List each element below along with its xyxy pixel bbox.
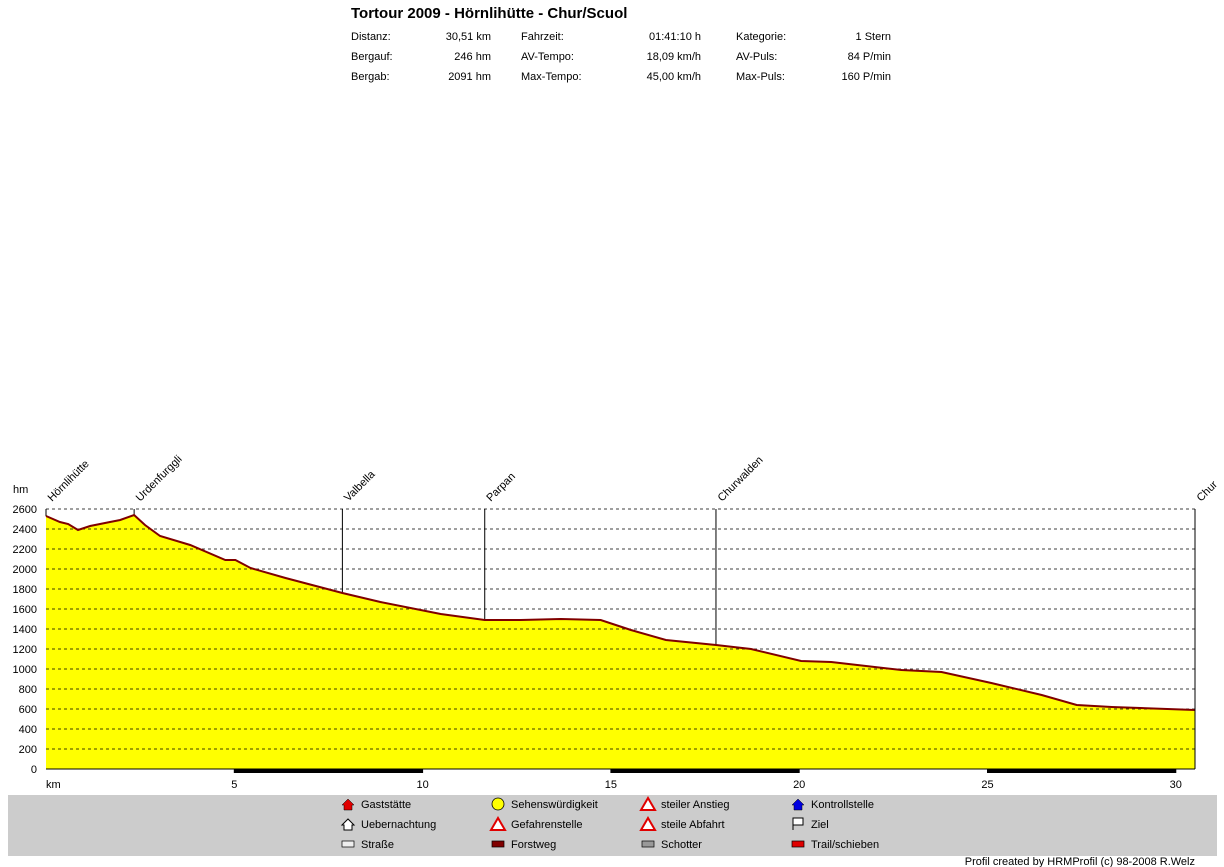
waypoint-label: Urdenfurggli xyxy=(134,453,185,504)
legend-icon xyxy=(791,798,805,811)
stat-label: Bergab: xyxy=(351,71,390,83)
stat-label: AV-Puls: xyxy=(736,51,777,63)
waypoint-label: Parpan xyxy=(484,471,518,505)
y-tick-label: 1000 xyxy=(13,664,37,676)
profile-line xyxy=(45,513,1196,711)
legend-label: Schotter xyxy=(661,839,702,851)
legend-label: steile Abfahrt xyxy=(661,819,725,831)
x-tick-label: 15 xyxy=(605,779,617,791)
legend-item xyxy=(341,798,355,811)
y-tick-label: 0 xyxy=(31,764,37,776)
chart-title: Tortour 2009 - Hörnlihütte - Chur/Scuol xyxy=(351,5,627,22)
legend-icon xyxy=(491,840,505,848)
legend-icon xyxy=(792,817,804,830)
waypoint-label: Valbella xyxy=(342,468,378,504)
x-tick-label: 20 xyxy=(793,779,805,791)
legend-icon xyxy=(341,798,355,811)
x-tick-label: 25 xyxy=(981,779,993,791)
stat-value: 30,51 km xyxy=(446,31,491,43)
legend-item xyxy=(340,818,356,831)
legend-item xyxy=(791,840,805,848)
legend-icon xyxy=(641,840,655,848)
legend-icon xyxy=(639,816,657,831)
x-tick-label: 5 xyxy=(231,779,237,791)
stat-value: 246 hm xyxy=(454,51,491,63)
stat-value: 84 P/min xyxy=(848,51,891,63)
legend-icon xyxy=(791,840,805,848)
y-tick-label: 800 xyxy=(19,684,37,696)
x-axis-label: km xyxy=(46,779,61,791)
x-axis-band xyxy=(610,769,800,773)
y-tick-label: 1200 xyxy=(13,644,37,656)
profile-area xyxy=(46,515,1195,769)
legend-item xyxy=(791,798,805,811)
y-tick-label: 1800 xyxy=(13,584,37,596)
legend-icon xyxy=(489,816,507,831)
stat-value: 160 P/min xyxy=(841,71,891,83)
legend-icon xyxy=(639,796,657,811)
legend-item xyxy=(491,840,505,848)
legend-item xyxy=(639,816,657,831)
y-tick-label: 1400 xyxy=(13,624,37,636)
x-tick-label: 10 xyxy=(416,779,428,791)
legend-item xyxy=(489,816,507,831)
y-tick-label: 1600 xyxy=(13,604,37,616)
stat-label: Max-Puls: xyxy=(736,71,785,83)
legend-label: Uebernachtung xyxy=(361,819,436,831)
legend-label: Forstweg xyxy=(511,839,556,851)
legend-label: Straße xyxy=(361,839,394,851)
stat-label: Max-Tempo: xyxy=(521,71,582,83)
waypoint-label: Chur xyxy=(1195,479,1221,505)
legend-item xyxy=(491,797,505,811)
waypoint-label: Churwalden xyxy=(716,454,766,504)
stat-value: 45,00 km/h xyxy=(647,71,701,83)
stat-label: Bergauf: xyxy=(351,51,393,63)
y-tick-label: 2200 xyxy=(13,544,37,556)
legend-item xyxy=(792,817,804,830)
y-tick-label: 600 xyxy=(19,704,37,716)
legend-label: Ziel xyxy=(811,819,829,831)
legend-box xyxy=(8,795,1217,856)
footer: Profil created by HRMProfil (c) 98-2008 … xyxy=(965,856,1195,867)
y-tick-label: 2600 xyxy=(13,504,37,516)
stat-label: Distanz: xyxy=(351,31,391,43)
stat-label: Kategorie: xyxy=(736,31,786,43)
legend-item xyxy=(641,840,655,848)
y-tick-label: 2000 xyxy=(13,564,37,576)
legend-label: Sehenswürdigkeit xyxy=(511,799,598,811)
legend-label: steiler Anstieg xyxy=(661,799,729,811)
y-axis-label: hm xyxy=(13,484,28,496)
legend-icon xyxy=(491,797,505,811)
stat-label: Fahrzeit: xyxy=(521,31,564,43)
stat-value: 18,09 km/h xyxy=(647,51,701,63)
x-tick-label: 30 xyxy=(1170,779,1182,791)
stat-label: AV-Tempo: xyxy=(521,51,574,63)
y-tick-label: 400 xyxy=(19,724,37,736)
legend-label: Gefahrenstelle xyxy=(511,819,583,831)
stat-value: 2091 hm xyxy=(448,71,491,83)
x-axis-band xyxy=(234,769,423,773)
waypoint-label: Hörnlihütte xyxy=(46,458,92,504)
legend-icon xyxy=(341,840,355,848)
stat-value: 1 Stern xyxy=(856,31,891,43)
stat-value: 01:41:10 h xyxy=(649,31,701,43)
legend-item xyxy=(639,796,657,811)
x-axis-band xyxy=(987,769,1176,773)
legend-label: Trail/schieben xyxy=(811,839,879,851)
legend-item xyxy=(341,840,355,848)
legend-label: Gaststätte xyxy=(361,799,411,811)
legend-label: Kontrollstelle xyxy=(811,799,874,811)
y-tick-label: 200 xyxy=(19,744,37,756)
legend-icon xyxy=(340,818,356,831)
y-tick-label: 2400 xyxy=(13,524,37,536)
